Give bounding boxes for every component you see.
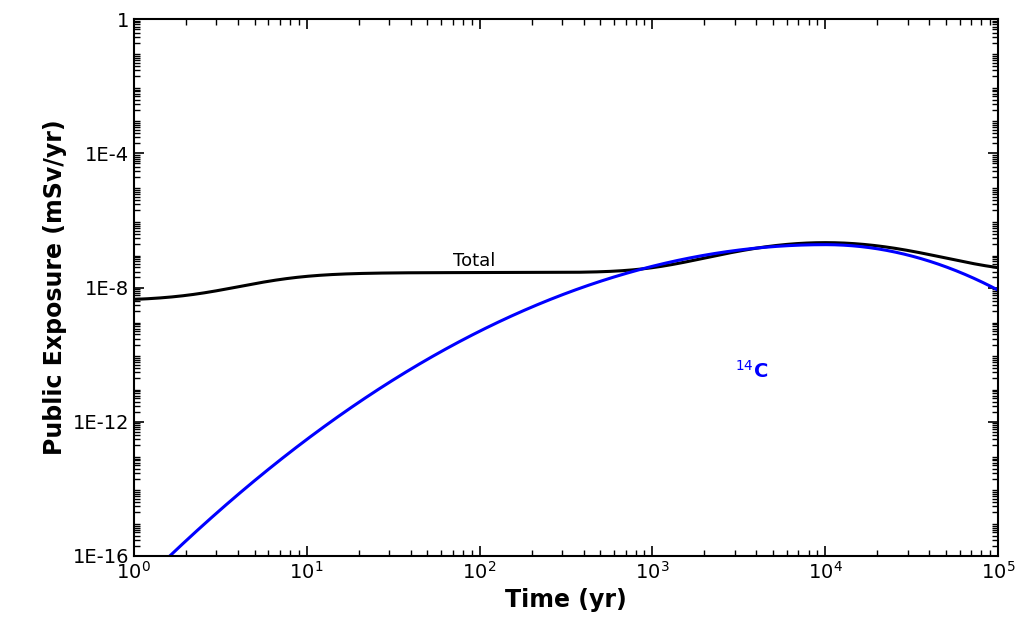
- Y-axis label: Public Exposure (mSv/yr): Public Exposure (mSv/yr): [43, 119, 67, 456]
- X-axis label: Time (yr): Time (yr): [505, 589, 627, 612]
- Text: Total: Total: [453, 252, 495, 270]
- Text: $^{14}$C: $^{14}$C: [735, 360, 768, 382]
